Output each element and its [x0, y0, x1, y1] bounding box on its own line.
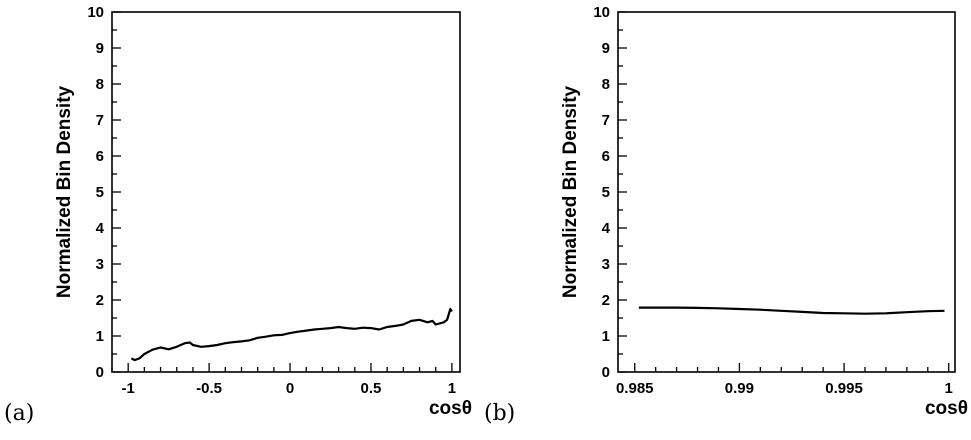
panel-a: 0 1 2 3 4 5 6 7 8 9 10 -1 -0.5 0 0.5 1 Normalized Bin De… [4, 4, 472, 426]
y-tick-label: 0 [602, 364, 610, 381]
x-tick-label: 0 [286, 380, 294, 397]
y-axis-title: Normalized Bin Density [560, 85, 581, 298]
y-tick-label: 0 [96, 364, 104, 381]
y-tick-label: 1 [602, 328, 610, 345]
y-tick-label: 6 [96, 148, 104, 165]
y-tick-label: 7 [96, 112, 104, 129]
y-tick-label: 9 [602, 40, 610, 57]
y-tick-label: 4 [602, 220, 611, 237]
plot-frame [111, 11, 461, 373]
x-tick-label: 1 [945, 380, 953, 397]
x-tick-label: -1 [122, 380, 135, 397]
y-axis-title: Normalized Bin Density [54, 85, 75, 298]
x-tick-label: 0.99 [725, 380, 754, 397]
y-tick-label: 8 [602, 76, 610, 93]
y-tick-label: 3 [602, 256, 610, 273]
series-line [638, 306, 945, 315]
y-tick-label: 5 [96, 184, 104, 201]
y-tick-label: 10 [87, 4, 104, 21]
y-tick-label: 4 [96, 220, 105, 237]
y-tick-label: 2 [96, 292, 104, 309]
y-tick-label: 1 [96, 328, 104, 345]
x-axis-title: cosθ [925, 398, 968, 419]
y-tick-label: 10 [593, 4, 610, 21]
plot-frame [617, 11, 956, 373]
y-tick-label: 8 [96, 76, 104, 93]
y-tick-label: 3 [96, 256, 104, 273]
y-tick-label: 5 [602, 184, 610, 201]
panel-label: (a) [4, 401, 34, 426]
x-axis-title: cosθ [429, 398, 472, 419]
x-tick-label: -0.5 [196, 380, 222, 397]
y-tick-label: 9 [96, 40, 104, 57]
y-tick-label: 2 [602, 292, 610, 309]
x-tick-label: 0.995 [825, 380, 863, 397]
panel-b: 0 1 2 3 4 5 6 7 8 9 10 0.985 0.99 0.995 1 Normalized Bi… [484, 4, 968, 426]
x-tick-label: 0.985 [616, 380, 654, 397]
x-tick-label: 0.5 [361, 380, 382, 397]
series-line [130, 307, 453, 362]
x-tick-label: 1 [448, 380, 456, 397]
panel-label: (b) [484, 401, 515, 426]
y-tick-label: 6 [602, 148, 610, 165]
y-tick-label: 7 [602, 112, 610, 129]
